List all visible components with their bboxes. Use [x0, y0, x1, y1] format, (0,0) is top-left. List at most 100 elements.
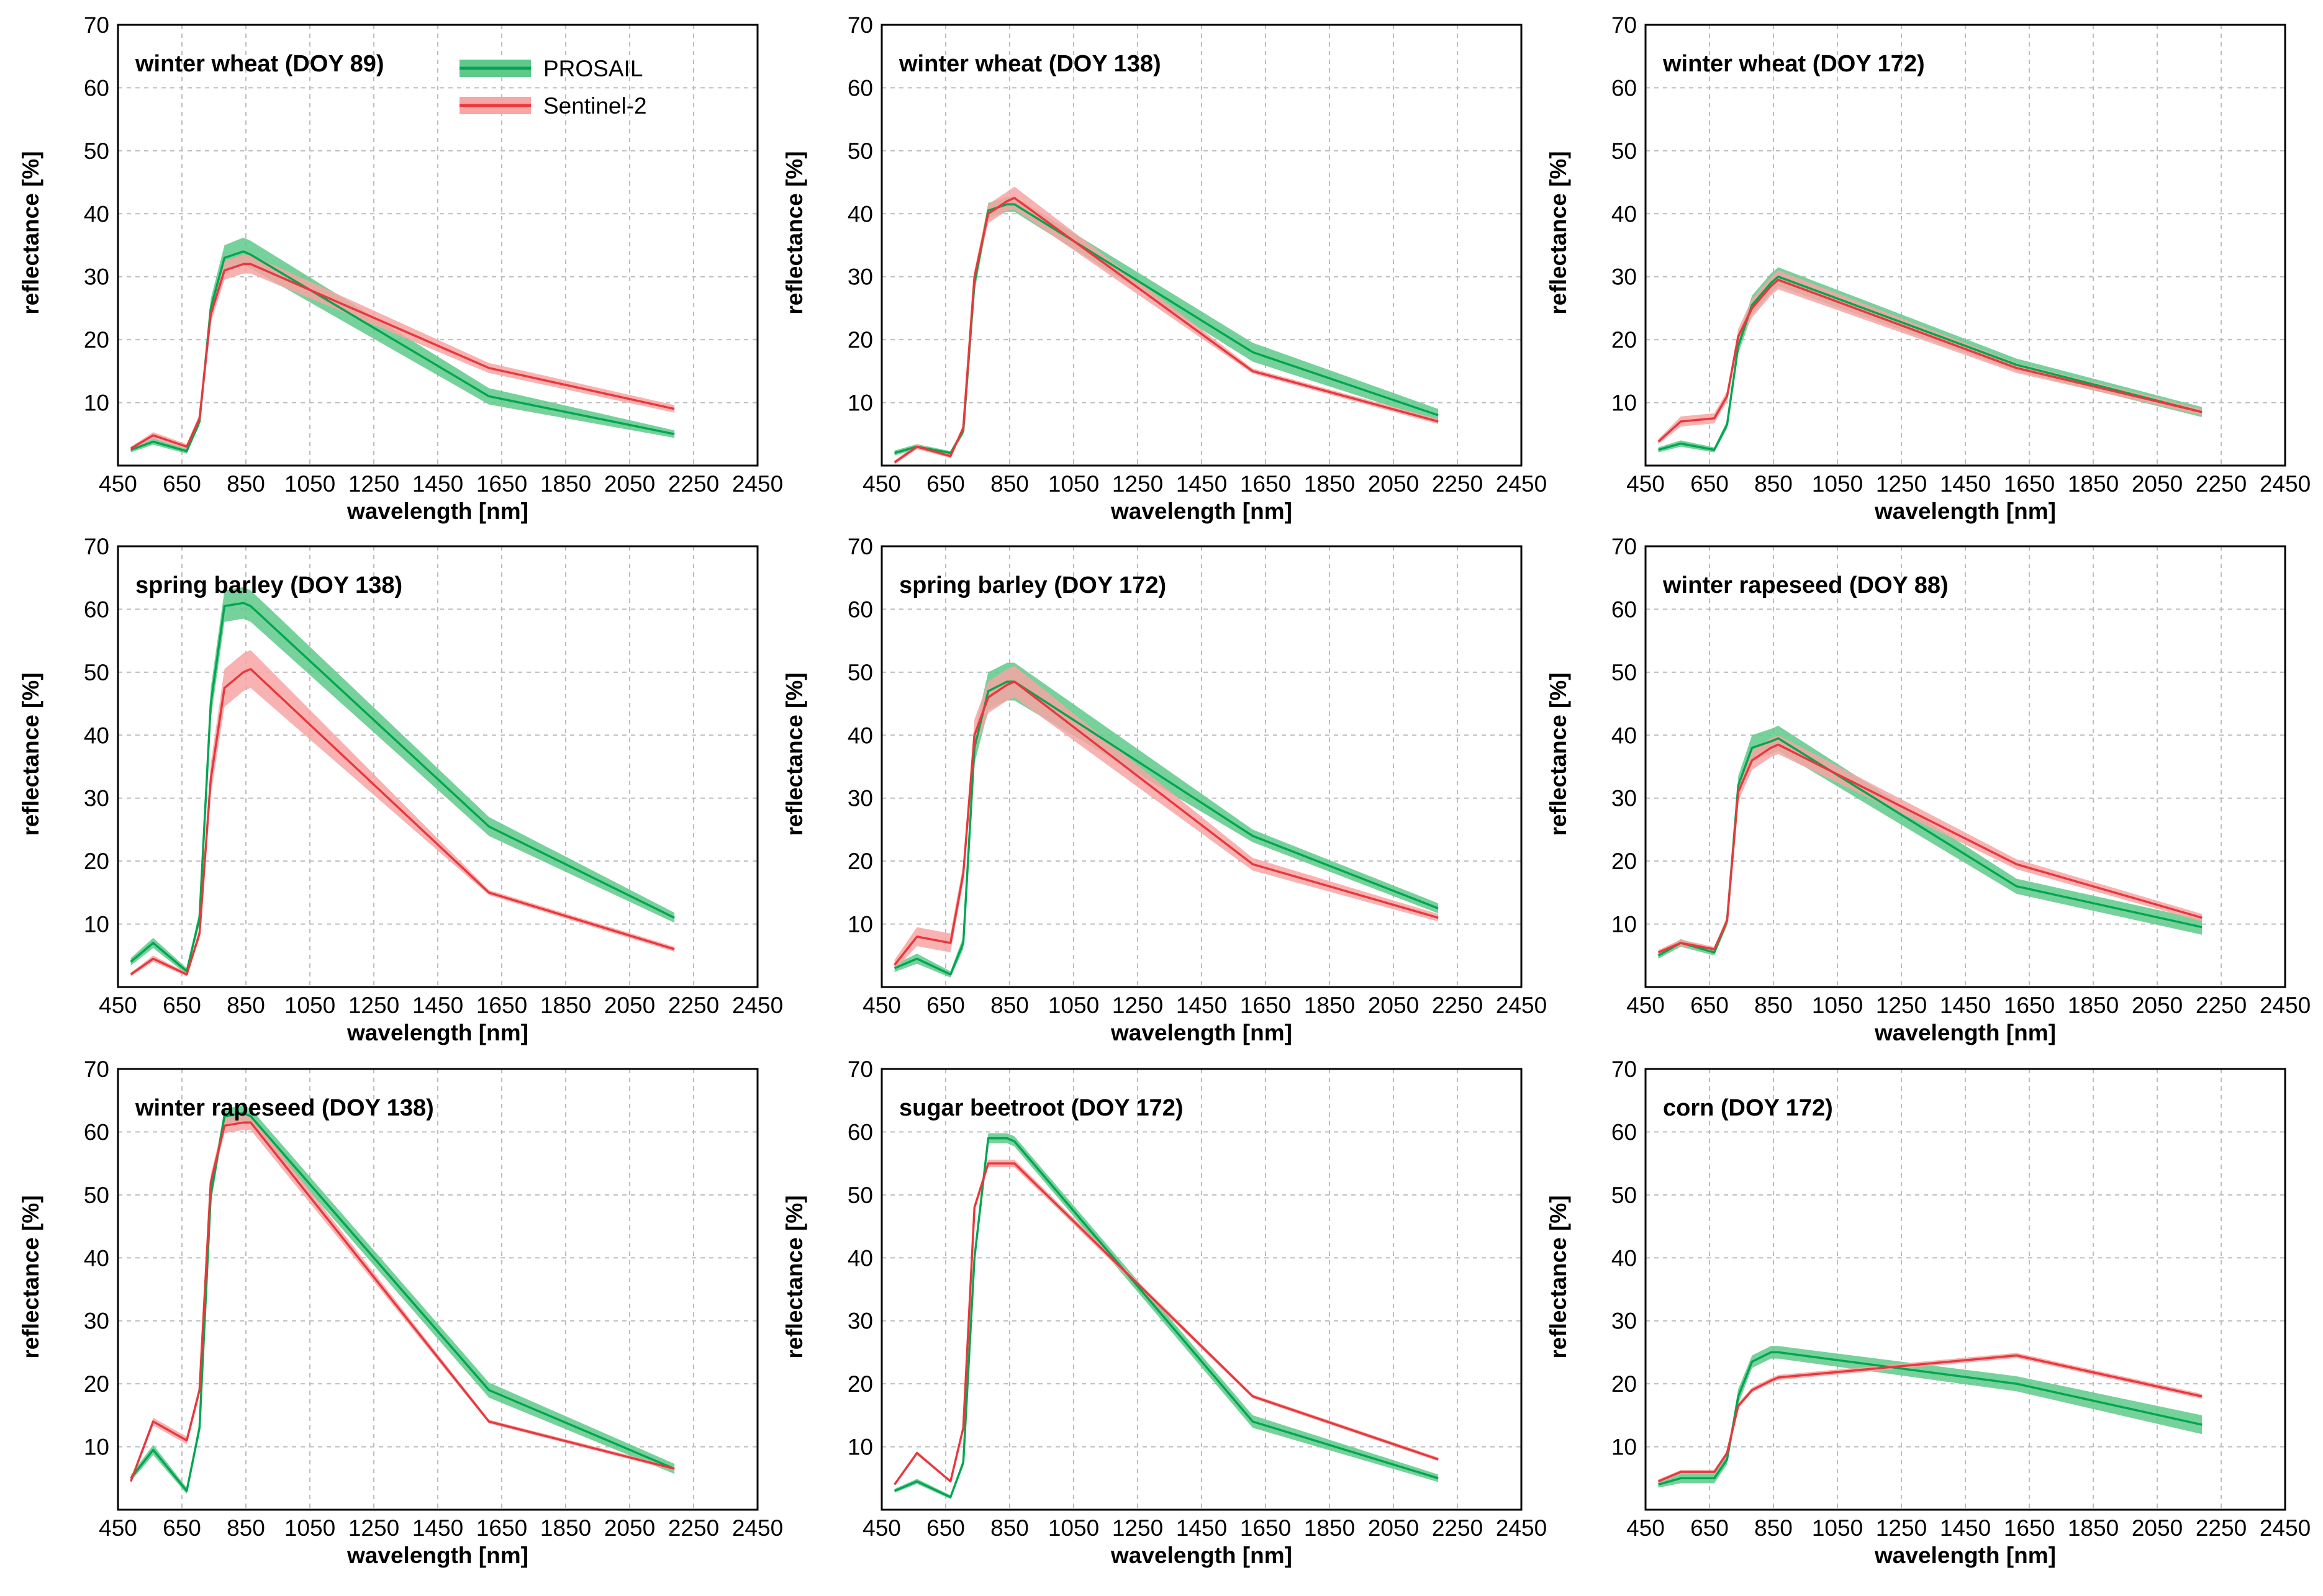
y-tick-label: 30 — [84, 1309, 109, 1334]
x-tick-label: 2450 — [732, 993, 783, 1018]
y-tick-label: 50 — [84, 138, 109, 164]
x-tick-label: 1050 — [1048, 1515, 1099, 1541]
y-tick-label: 30 — [84, 264, 109, 290]
legend: PROSAIL Sentinel-2 — [460, 56, 647, 119]
y-tick-label: 60 — [1611, 597, 1637, 622]
y-tick-label: 30 — [84, 786, 109, 811]
y-tick-label: 20 — [84, 849, 109, 874]
x-tick-label: 850 — [1754, 993, 1793, 1018]
x-tick-label: 1650 — [476, 471, 527, 497]
x-tick-label: 1850 — [1304, 1515, 1355, 1541]
x-axis-label: wavelength [nm] — [1110, 1020, 1292, 1045]
x-tick-label: 2250 — [1432, 993, 1483, 1018]
y-tick-label: 40 — [848, 723, 873, 748]
x-tick-label: 450 — [99, 993, 137, 1018]
x-axis-label: wavelength [nm] — [1110, 498, 1292, 524]
x-tick-label: 1650 — [476, 993, 527, 1018]
x-tick-label: 850 — [1754, 1515, 1793, 1541]
x-tick-label: 1450 — [1176, 1515, 1227, 1541]
series-line-sentinel — [1657, 743, 2203, 954]
x-tick-label: 1050 — [1812, 1515, 1863, 1541]
x-tick-label: 2050 — [1368, 993, 1419, 1018]
plot-frame — [117, 545, 759, 988]
y-axis-label: reflectance [%] — [782, 151, 807, 314]
plot-frame — [1644, 545, 2286, 988]
x-tick-label: 850 — [990, 1515, 1029, 1541]
y-tick-label: 50 — [848, 660, 873, 685]
x-tick-label: 2450 — [732, 471, 783, 497]
x-tick-label: 450 — [863, 993, 901, 1018]
x-tick-label: 2450 — [1496, 1515, 1547, 1541]
y-tick-label: 50 — [1611, 1183, 1637, 1208]
x-tick-label: 2250 — [1432, 471, 1483, 497]
series-line-sentinel — [894, 197, 1439, 464]
panel-title: winter rapeseed (DOY 88) — [1662, 572, 1949, 598]
plot-frame — [1644, 24, 2286, 467]
x-tick-label: 1650 — [476, 1515, 527, 1541]
y-tick-label: 60 — [84, 1119, 109, 1145]
x-tick-label: 1650 — [1240, 993, 1291, 1018]
x-tick-label: 2250 — [668, 471, 719, 497]
y-axis-label: reflectance [%] — [782, 672, 807, 836]
chart-panel-5: 450 650 850 1050 1250 1450 1650 1850 2050 2250 245… — [782, 534, 1547, 1045]
y-tick-label: 40 — [84, 201, 109, 227]
x-tick-label: 850 — [227, 993, 265, 1018]
x-axis-label: wavelength [nm] — [346, 498, 528, 524]
x-tick-label: 1250 — [1112, 993, 1163, 1018]
y-tick-label: 70 — [84, 534, 109, 559]
x-tick-label: 1850 — [2068, 993, 2119, 1018]
y-axis-label: reflectance [%] — [18, 1195, 43, 1358]
y-tick-label: 10 — [848, 1435, 873, 1460]
series-band-prosail — [1658, 1346, 2203, 1488]
chart-panel-8: 450 650 850 1050 1250 1450 1650 1850 2050 2250 245… — [782, 1057, 1547, 1568]
x-tick-label: 1250 — [1112, 471, 1163, 497]
x-tick-label: 1050 — [284, 993, 335, 1018]
y-axis-label: reflectance [%] — [1546, 672, 1571, 836]
x-tick-label: 2050 — [2132, 1515, 2183, 1541]
series-line-prosail — [894, 1137, 1439, 1499]
y-tick-label: 10 — [84, 1435, 109, 1460]
y-tick-label: 70 — [84, 12, 109, 38]
y-tick-label: 10 — [84, 912, 109, 937]
x-tick-label: 2250 — [1432, 1515, 1483, 1541]
x-tick-label: 450 — [1626, 993, 1665, 1018]
plot-frame — [881, 545, 1523, 988]
panel-title: winter wheat (DOY 89) — [135, 51, 384, 77]
x-tick-label: 2450 — [2260, 1515, 2311, 1541]
series-line-prosail — [1658, 1351, 2203, 1486]
x-tick-label: 1450 — [1176, 471, 1227, 497]
plot-frame — [117, 1068, 759, 1511]
x-tick-label: 650 — [163, 1515, 201, 1541]
y-tick-label: 60 — [1611, 1119, 1637, 1145]
series-line-sentinel — [129, 1121, 675, 1482]
x-tick-label: 1250 — [348, 471, 399, 497]
x-tick-label: 2250 — [2196, 993, 2247, 1018]
plot-frame — [1644, 1068, 2286, 1511]
series-band-prosail — [1658, 726, 2203, 959]
panel-title: corn (DOY 172) — [1663, 1095, 1833, 1121]
y-tick-label: 20 — [848, 327, 873, 353]
x-tick-label: 1450 — [1940, 993, 1991, 1018]
y-tick-label: 70 — [848, 534, 873, 559]
y-tick-label: 10 — [848, 912, 873, 937]
x-tick-label: 1050 — [284, 1515, 335, 1541]
plot-frame — [881, 1068, 1523, 1511]
y-tick-label: 50 — [1611, 660, 1637, 685]
x-tick-label: 1650 — [2004, 1515, 2055, 1541]
x-tick-label: 650 — [926, 471, 965, 497]
series-line-prosail — [130, 250, 675, 453]
y-tick-label: 60 — [84, 75, 109, 101]
y-axis-label: reflectance [%] — [1546, 1195, 1571, 1358]
x-tick-label: 1850 — [2068, 1515, 2119, 1541]
x-tick-label: 1450 — [1176, 993, 1227, 1018]
x-tick-label: 2050 — [1368, 471, 1419, 497]
y-tick-label: 20 — [1611, 849, 1637, 874]
x-tick-label: 2050 — [604, 471, 655, 497]
x-tick-label: 2450 — [2260, 993, 2311, 1018]
series-line-sentinel — [1657, 279, 2203, 443]
x-tick-label: 850 — [990, 993, 1029, 1018]
x-tick-label: 2250 — [668, 993, 719, 1018]
x-axis-label: wavelength [nm] — [1874, 498, 2056, 524]
y-axis-label: reflectance [%] — [18, 151, 43, 314]
y-tick-label: 20 — [1611, 327, 1637, 353]
